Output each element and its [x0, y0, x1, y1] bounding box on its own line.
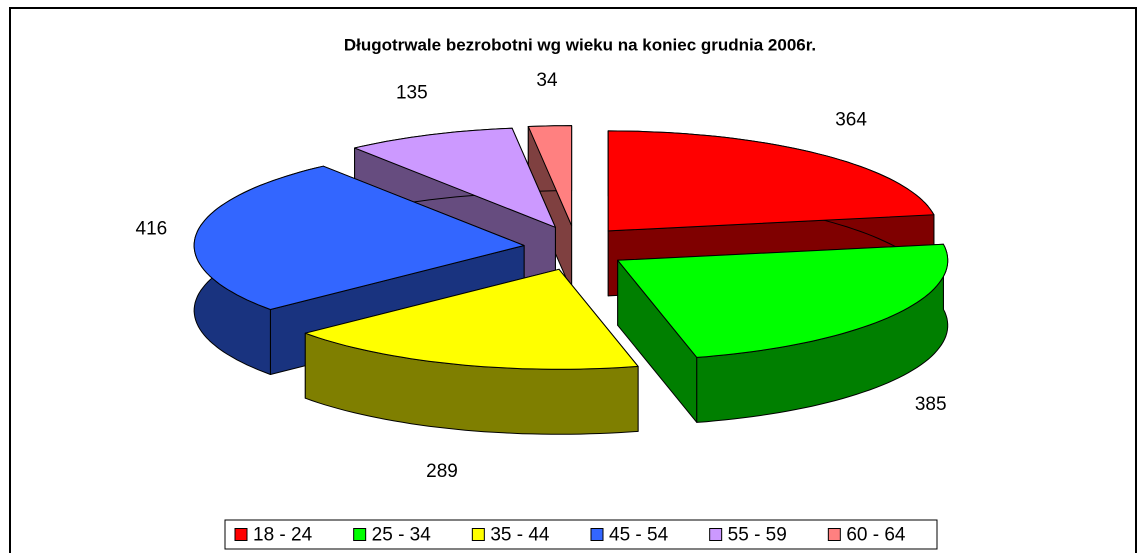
slice [304, 268, 639, 370]
slice [527, 125, 573, 227]
data-label: 385 [915, 394, 947, 415]
legend-label: 60 - 64 [846, 525, 906, 546]
chart-frame [9, 7, 1137, 553]
legend-box [224, 519, 938, 550]
legend-label: 18 - 24 [253, 525, 313, 546]
legend-swatch [709, 528, 723, 541]
pie: 364 385 289 416 135 34 [136, 70, 949, 482]
legend-label: 55 - 59 [728, 525, 787, 546]
data-label: 289 [426, 461, 458, 482]
slice [354, 127, 556, 228]
legend-swatch [827, 528, 841, 541]
slice [193, 165, 525, 310]
data-label: 34 [536, 70, 558, 91]
legend-swatch [353, 528, 367, 541]
legend-label: 35 - 44 [490, 525, 550, 546]
data-label: 364 [835, 110, 867, 131]
legend-swatch [234, 528, 248, 541]
chart-title: Długotrwale bezrobotni wg wieku na konie… [344, 35, 816, 54]
legend: 18 - 24 25 - 34 35 - 44 45 - 54 55 - 59 60 - … [224, 519, 938, 550]
slice [617, 243, 949, 358]
legend-label: 25 - 34 [372, 525, 432, 546]
data-label: 416 [136, 218, 168, 239]
legend-label: 45 - 54 [609, 525, 669, 546]
legend-swatch [471, 528, 485, 541]
data-label: 135 [396, 82, 428, 103]
legend-swatch [590, 528, 604, 541]
slice [607, 130, 935, 232]
